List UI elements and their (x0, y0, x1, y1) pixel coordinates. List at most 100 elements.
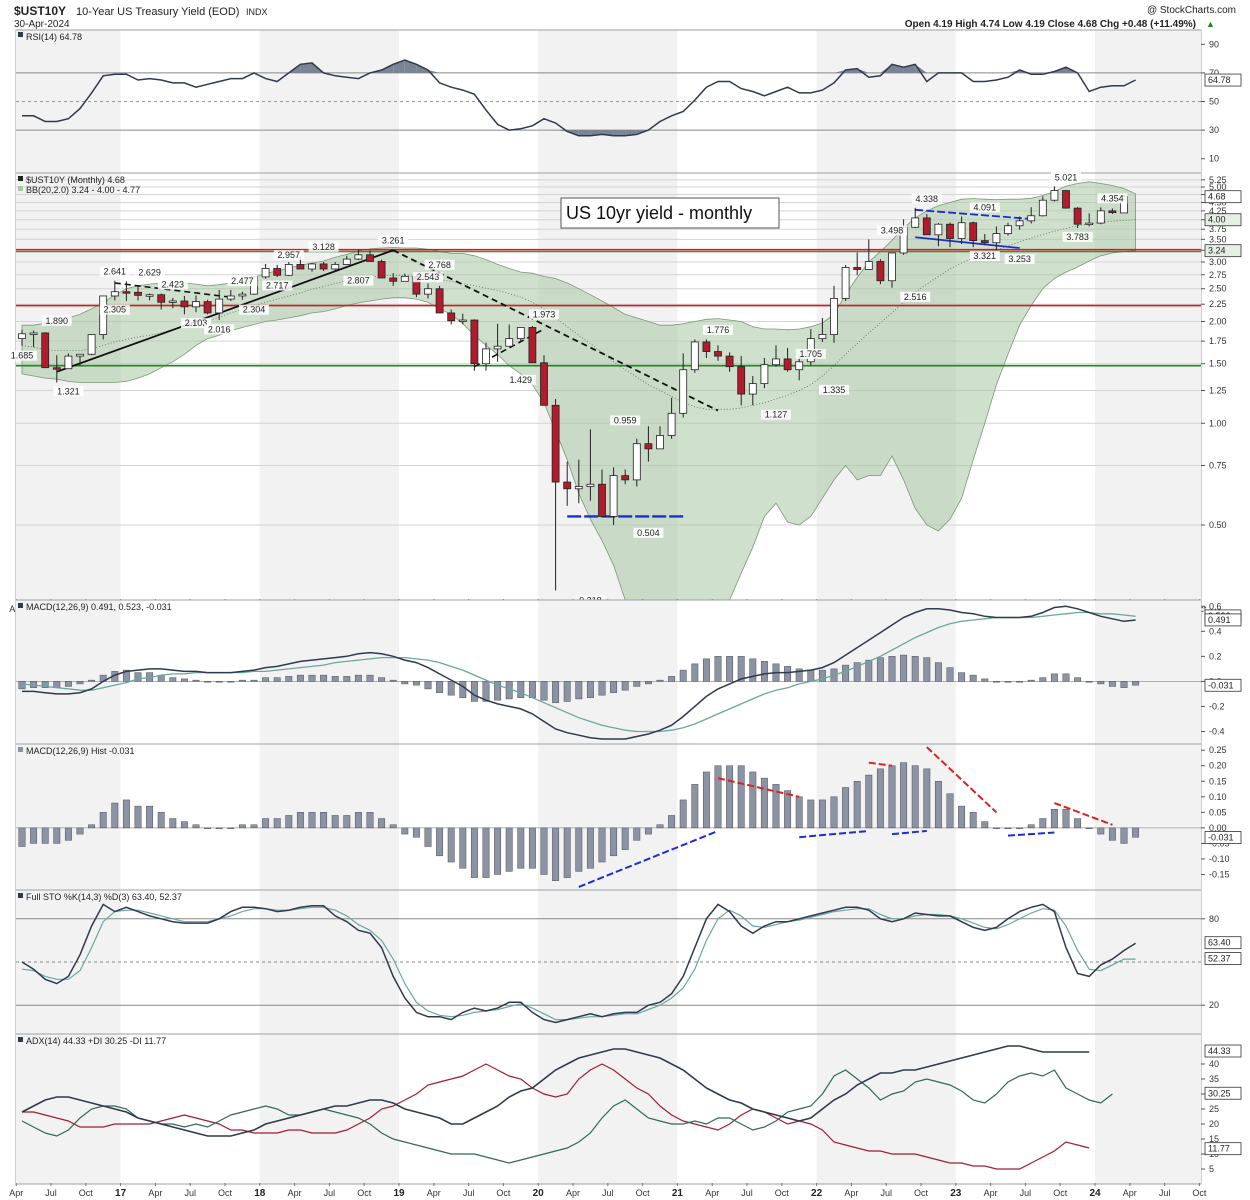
macd-axis-tick-label: 0.4 (1209, 626, 1222, 636)
candle (157, 293, 166, 310)
price-annotation-bg (1051, 172, 1081, 183)
candle (308, 262, 316, 272)
candle (1004, 222, 1012, 236)
candle-body-up (110, 291, 119, 297)
hist-bar (714, 765, 722, 829)
hist-axis-tick-label: 0.20 (1209, 761, 1227, 771)
price-annotation-bg (795, 348, 826, 359)
hist-bar (517, 827, 525, 869)
hist-axis-tick-label: 0.15 (1209, 776, 1227, 786)
macd-histogram-bar (528, 681, 536, 698)
bottom-x-axis-label: Apr (148, 1188, 162, 1198)
stoch-d-badge-box (1204, 952, 1242, 965)
macd-histogram-bar (262, 677, 270, 682)
price-axis-tick-label: 1.25 (1209, 385, 1227, 395)
macd-value-badge: 0.491 (1208, 615, 1231, 625)
hist-bar (958, 805, 966, 829)
candle (748, 375, 757, 406)
price-annotation-bg (424, 259, 455, 270)
macd-histogram-bar (76, 681, 84, 685)
rsi-overbought-fill (880, 64, 892, 73)
bottom-x-axis-label: Oct (496, 1188, 511, 1198)
minus-di-badge: 11.77 (1208, 1144, 1230, 1154)
macd-histogram-bar (424, 681, 432, 690)
macd-histogram-bar (946, 667, 954, 682)
candle (563, 461, 572, 506)
plus-di-badge: 30.25 (1208, 1088, 1231, 1098)
candle (331, 261, 340, 273)
macd-histogram-bar (1062, 673, 1070, 682)
price-annotation-bg (99, 304, 130, 315)
macd-histogram-bar (227, 681, 235, 683)
hist-bar (250, 824, 258, 829)
bottom-x-axis-label: 24 (1089, 1188, 1101, 1199)
price-axis-tick-label: 3.00 (1209, 257, 1227, 267)
macd-histogram-bar (122, 669, 130, 682)
macd-value-badge-box (1204, 613, 1242, 627)
price-annotation: 1.335 (823, 385, 846, 395)
adx-badge: 44.33 (1208, 1046, 1231, 1056)
candle-body-up (609, 475, 618, 517)
hist-bar (969, 812, 977, 829)
hist-value-badge-box (1204, 831, 1242, 844)
candle-body-up (64, 355, 73, 370)
candle-body-up (748, 383, 757, 395)
stoch-legend: Full STO %K(14,3) %D(3) 63.40, 52.37 (26, 892, 182, 902)
candle (830, 285, 838, 343)
candle-body-up (215, 298, 224, 314)
macd-histogram-bar (934, 662, 942, 682)
candle (424, 283, 432, 299)
hist-axis-tick-label: 0.05 (1209, 807, 1227, 817)
price-annotation: 1.429 (510, 375, 533, 385)
bottom-x-axis-label: Oct (1053, 1188, 1068, 1198)
macd-histogram-bar (958, 672, 966, 682)
hist-bar (644, 827, 652, 835)
hist-bar (784, 790, 792, 829)
price-annotation: 2.717 (266, 281, 289, 291)
price-annotation: 3.498 (881, 225, 904, 235)
hist-bar (1097, 827, 1105, 835)
candle (134, 285, 142, 301)
price-annotation-bg (99, 266, 130, 277)
hist-bar (424, 827, 432, 847)
macd-histogram-bar (1097, 681, 1105, 685)
rsi-line (22, 59, 1136, 137)
hist-bar (853, 781, 861, 829)
hist-bar (668, 815, 676, 829)
price-annotation: 2.807 (347, 276, 370, 286)
plus-di-badge-box (1204, 1086, 1242, 1100)
hist-bar (749, 771, 757, 829)
symbol-name: 10-Year US Treasury Yield (EOD) (76, 6, 239, 18)
bottom-x-axis-label: Oct (79, 1188, 94, 1198)
hist-bar (1004, 827, 1012, 829)
macd-axis-tick-label: -0.4 (1209, 726, 1225, 736)
macd-histogram-bar (923, 657, 931, 682)
candle (342, 255, 351, 265)
price-annotation-bg (900, 291, 931, 302)
candle (598, 469, 606, 517)
candle-body-up (957, 222, 966, 239)
hist-bar (563, 827, 571, 878)
candle-body-down (946, 223, 954, 239)
hist-bar (1050, 808, 1058, 829)
price-axis-tick-label: 0.50 (1209, 520, 1227, 530)
bottom-x-axis-label: 17 (115, 1188, 127, 1199)
hist-bar (76, 827, 84, 835)
price-annotation: 1.776 (707, 325, 730, 335)
hist-bar (1132, 827, 1140, 838)
candle (215, 289, 224, 321)
adx-panel-year-shade (816, 1034, 956, 1184)
hist-bar (726, 765, 734, 829)
adx-badge-box (1204, 1044, 1242, 1058)
macd-histogram-bar (470, 681, 478, 702)
candle (482, 342, 490, 371)
macd-histogram-bar (1050, 673, 1058, 682)
macd-histogram-bar (1027, 679, 1035, 682)
candle (946, 222, 954, 248)
stoch-axis-tick-label: 20 (1209, 1000, 1219, 1010)
callout-box (560, 197, 780, 229)
minus-di-line (22, 1063, 1090, 1170)
candle-body-up (818, 334, 827, 340)
price-panel-year-shade (259, 173, 399, 600)
macd-histogram-bar (760, 661, 768, 682)
